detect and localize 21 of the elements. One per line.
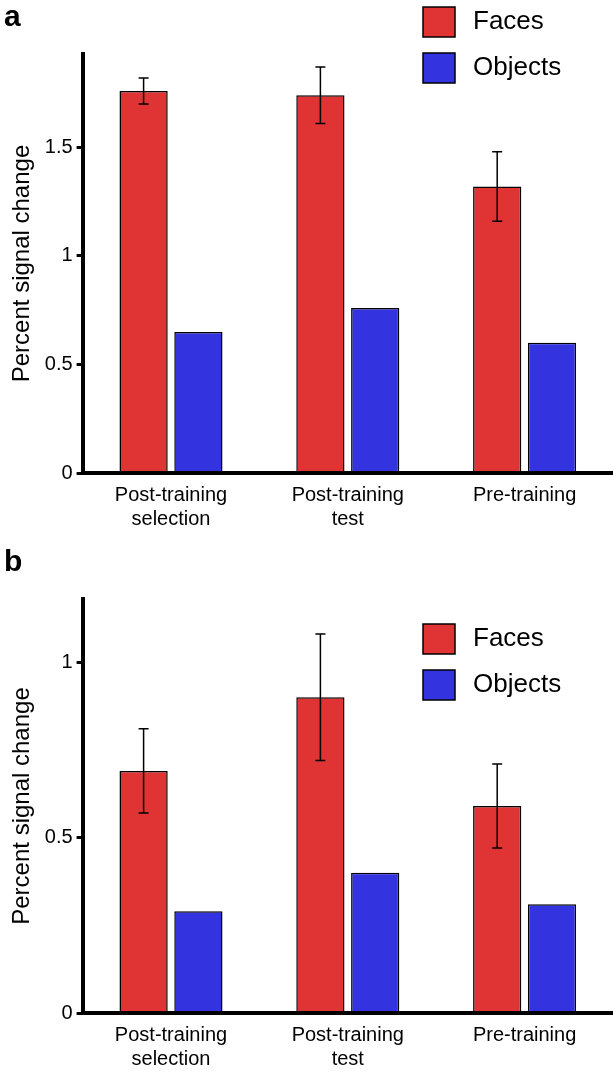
y-tick-label: 0 xyxy=(61,460,73,483)
y-tick-label: 0.5 xyxy=(44,351,73,374)
y-tick-label: 0.5 xyxy=(44,825,73,848)
y-axis-title: Percent signal change xyxy=(7,687,35,925)
y-tick-label: 1.5 xyxy=(44,134,73,157)
x-tick-label: Post-training test xyxy=(291,1022,404,1069)
y-tick-label: 1 xyxy=(61,649,73,672)
legend-label: Faces xyxy=(473,5,544,36)
chart-title: a xyxy=(4,0,21,33)
x-tick-label: Post-training selection xyxy=(114,1022,228,1069)
legend-label: Faces xyxy=(473,622,544,653)
chart-title: b xyxy=(4,544,23,578)
x-tick-label: Pre-training xyxy=(472,1022,577,1045)
x-tick-label: Post-training selection xyxy=(114,482,228,529)
y-tick-label: 0 xyxy=(61,1000,73,1023)
x-tick-label: Pre-training xyxy=(472,482,577,505)
legend-label: Objects xyxy=(473,51,562,82)
y-axis-title: Percent signal change xyxy=(7,144,35,383)
legend-label: Objects xyxy=(473,668,562,699)
y-tick-label: 1 xyxy=(61,243,73,266)
x-tick-label: Post-training test xyxy=(291,482,404,529)
